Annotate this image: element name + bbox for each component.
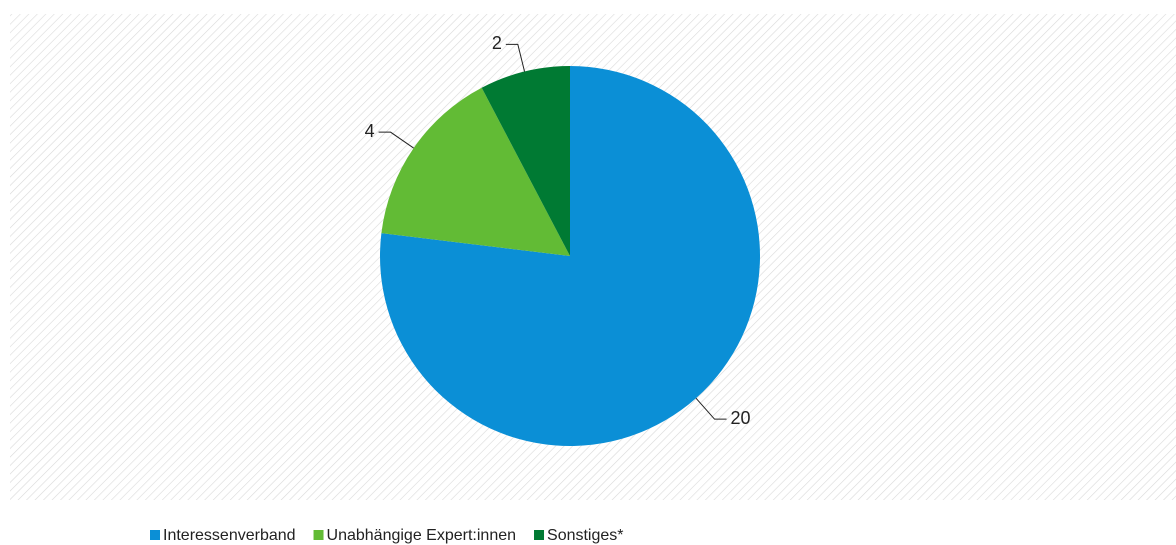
pie-slice bbox=[481, 66, 570, 256]
legend-swatch bbox=[313, 530, 324, 540]
legend: Interessenverband Unabhängige Expert:inne… bbox=[150, 527, 624, 544]
legend-label: Interessenverband bbox=[163, 527, 296, 544]
data-label: 2 bbox=[492, 33, 502, 53]
legend-label: Sonstiges* bbox=[547, 527, 624, 544]
legend-label: Unabhängige Expert:innen bbox=[327, 527, 516, 544]
leader-line bbox=[505, 43, 526, 72]
leader-line bbox=[378, 131, 414, 149]
data-label: 20 bbox=[731, 408, 751, 428]
pie-slice bbox=[380, 66, 761, 446]
pie-slice bbox=[381, 87, 570, 256]
leader-line bbox=[695, 397, 727, 420]
legend-swatch bbox=[534, 530, 545, 540]
data-label: 4 bbox=[365, 121, 375, 141]
legend-swatch bbox=[150, 530, 160, 540]
